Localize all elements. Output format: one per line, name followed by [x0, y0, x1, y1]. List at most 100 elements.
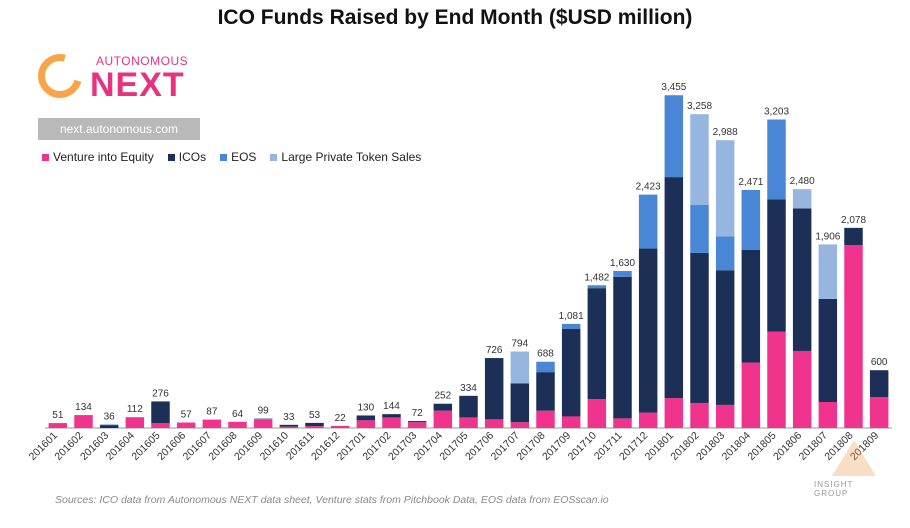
data-label-201808: 2,078 — [841, 215, 866, 226]
bar-segment-201803-s1 — [715, 270, 735, 405]
data-label-201611: 53 — [309, 410, 321, 421]
data-label-201601: 51 — [52, 410, 64, 421]
bar-segment-201701-s1 — [356, 415, 376, 421]
data-label-201605: 276 — [152, 388, 169, 399]
data-label-201608: 64 — [232, 409, 244, 420]
bar-segment-201802-s1 — [690, 252, 709, 403]
data-label-201806: 2,480 — [790, 176, 815, 187]
bar-segment-201701-s0 — [356, 420, 376, 428]
bar-segment-201804-s2 — [741, 190, 761, 250]
data-label-201607: 87 — [206, 407, 218, 418]
bar-segment-201808-s0 — [844, 245, 863, 428]
bar-segment-201612-s0 — [330, 425, 350, 428]
data-label-201609: 99 — [258, 405, 270, 416]
source-note: Sources: ICO data from Autonomous NEXT d… — [55, 494, 609, 506]
bar-segment-201806-s1 — [792, 208, 812, 351]
data-label-201703: 72 — [412, 408, 424, 419]
data-label-201805: 3,203 — [764, 107, 789, 118]
legend-item-eos: EOS — [220, 150, 256, 164]
data-label-201701: 130 — [357, 402, 374, 413]
autonomous-next-logo: AUTONOMOUS NEXT — [29, 45, 198, 138]
bar-segment-201711-s0 — [613, 418, 632, 428]
data-label-201709: 1,081 — [559, 311, 584, 322]
bar-segment-201709-s2 — [561, 323, 581, 329]
bar-segment-201601-s0 — [48, 423, 68, 428]
data-label-201610: 33 — [283, 412, 295, 423]
bar-segment-201804-s1 — [741, 249, 761, 363]
bar-segment-201703-s1 — [407, 421, 427, 423]
bar-segment-201809-s1 — [869, 370, 889, 398]
bar-segment-201803-s3 — [715, 140, 735, 237]
bar-segment-201703-s0 — [407, 422, 427, 428]
bar-segment-201610-s1 — [279, 424, 299, 427]
bar-segment-201806-s3 — [792, 189, 812, 209]
logo-small-text: AUTONOMOUS — [96, 54, 189, 68]
legend-label-venture: Venture into Equity — [53, 150, 154, 164]
bar-segment-201707-s0 — [510, 422, 530, 428]
data-label-201809: 600 — [871, 357, 888, 368]
legend-label-icos: ICOs — [178, 150, 207, 164]
bar-segment-201611-s0 — [305, 426, 324, 428]
legend-label-large-private: Large Private Token Sales — [281, 150, 422, 164]
watermark-text: INSIGHT GROUP — [814, 480, 854, 498]
legend-swatch-eos — [220, 153, 228, 161]
x-tick-label-201710: 201710 — [566, 430, 599, 463]
legend-item-icos: ICOs — [167, 150, 207, 164]
bar-segment-201608-s0 — [228, 421, 247, 428]
watermark-shape-icon — [832, 440, 876, 476]
logo-big-text: NEXT — [90, 66, 185, 104]
data-label-201707: 794 — [511, 339, 528, 350]
bar-segment-201605-s1 — [151, 401, 170, 424]
bar-segment-201807-s0 — [818, 401, 838, 428]
data-label-201802: 3,258 — [687, 101, 712, 112]
data-label-201602: 134 — [75, 402, 92, 413]
bar-segment-201807-s1 — [818, 298, 838, 402]
bar-segment-201709-s0 — [561, 416, 581, 428]
legend-swatch-icos — [167, 153, 175, 161]
bar-segment-201707-s1 — [510, 383, 530, 423]
bar-segment-201806-s0 — [792, 350, 812, 428]
data-label-201710: 1,482 — [584, 272, 609, 283]
bar-segment-201705-s1 — [459, 395, 478, 418]
bar-segment-201708-s2 — [536, 361, 555, 373]
bar-segment-201803-s2 — [715, 236, 735, 271]
x-tick-label-201610: 201610 — [258, 430, 291, 463]
bar-segment-201805-s0 — [767, 331, 786, 428]
bar-segment-201609-s0 — [253, 419, 273, 428]
data-label-201708: 688 — [537, 349, 554, 360]
data-label-201706: 726 — [486, 345, 503, 356]
bar-segment-201804-s0 — [741, 362, 761, 428]
bar-segment-201605-s0 — [151, 423, 170, 428]
bar-segment-201607-s0 — [202, 419, 222, 428]
bar-segment-201702-s1 — [382, 414, 401, 418]
bar-segment-201802-s2 — [690, 204, 709, 253]
bar-segment-201603-s1 — [99, 425, 119, 428]
insight-group-watermark: INSIGHT GROUP — [808, 440, 888, 500]
data-label-201807: 1,906 — [815, 231, 840, 242]
bar-segment-201707-s3 — [510, 351, 530, 384]
bar-segment-201706-s0 — [484, 419, 504, 428]
data-label-201603: 36 — [104, 412, 116, 423]
bar-segment-201803-s0 — [715, 404, 735, 428]
bar-segment-201808-s1 — [844, 227, 863, 245]
bar-segment-201606-s0 — [176, 422, 196, 428]
bar-segment-201604-s0 — [125, 417, 145, 428]
bar-segment-201609-s2 — [253, 418, 273, 420]
data-label-201801: 3,455 — [661, 82, 686, 93]
bar-segment-201710-s0 — [587, 399, 607, 428]
data-label-201803: 2,988 — [713, 127, 738, 138]
bar-segment-201610-s0 — [279, 426, 299, 428]
data-label-201702: 144 — [383, 401, 400, 412]
chart-title: ICO Funds Raised by End Month ($USD mill… — [217, 6, 693, 29]
data-label-201804: 2,471 — [738, 177, 763, 188]
bar-segment-201611-s1 — [305, 422, 324, 427]
data-label-201712: 2,423 — [636, 182, 661, 193]
legend-swatch-large-private — [270, 153, 278, 161]
legend-label-eos: EOS — [231, 150, 257, 164]
chart-legend: Venture into Equity ICOs EOS Large Priva… — [42, 150, 421, 164]
bar-segment-201712-s1 — [638, 248, 658, 413]
legend-swatch-venture — [42, 153, 49, 161]
bar-segment-201602-s0 — [74, 415, 93, 428]
bar-segment-201805-s1 — [767, 199, 786, 332]
data-label-201604: 112 — [127, 404, 143, 415]
